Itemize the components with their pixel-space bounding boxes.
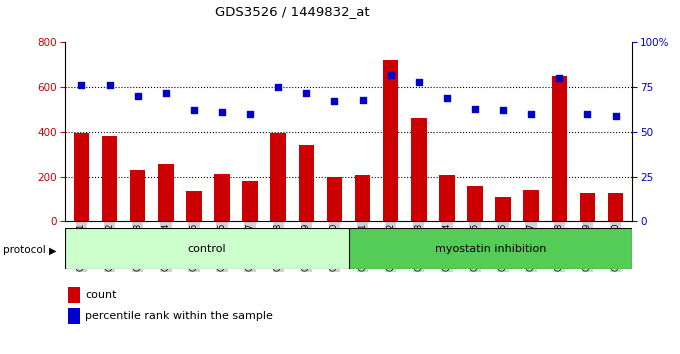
Bar	[355, 175, 371, 221]
Bar	[242, 181, 258, 221]
Point	[329, 99, 340, 104]
Point	[104, 82, 115, 88]
Bar	[271, 133, 286, 221]
Bar	[102, 136, 118, 221]
Point	[554, 75, 565, 81]
Point	[188, 108, 199, 113]
Point	[526, 111, 537, 117]
Bar	[467, 186, 483, 221]
Bar	[439, 175, 455, 221]
Text: GDS3526 / 1449832_at: GDS3526 / 1449832_at	[215, 5, 370, 18]
Point	[386, 72, 396, 78]
Text: count: count	[85, 290, 116, 299]
Bar	[608, 193, 624, 221]
Text: ▶: ▶	[49, 245, 56, 255]
Bar	[579, 193, 595, 221]
Point	[76, 82, 87, 88]
Text: protocol: protocol	[3, 245, 46, 255]
Bar	[65, 228, 348, 269]
Point	[413, 79, 424, 85]
Text: myostatin inhibition: myostatin inhibition	[435, 244, 546, 254]
Point	[273, 84, 284, 90]
Point	[498, 108, 509, 113]
Point	[470, 106, 481, 112]
Point	[160, 90, 171, 95]
Text: control: control	[187, 244, 226, 254]
Bar	[383, 61, 398, 221]
Bar	[411, 119, 426, 221]
Point	[582, 111, 593, 117]
Point	[610, 113, 621, 119]
Bar	[524, 190, 539, 221]
Bar	[186, 191, 202, 221]
Bar	[158, 164, 173, 221]
Point	[301, 90, 311, 95]
Bar	[551, 76, 567, 221]
Point	[216, 109, 227, 115]
Point	[357, 97, 368, 103]
Bar	[326, 177, 342, 221]
Bar	[73, 133, 89, 221]
Point	[245, 111, 256, 117]
Text: percentile rank within the sample: percentile rank within the sample	[85, 311, 273, 321]
Point	[441, 95, 452, 101]
Bar	[214, 174, 230, 221]
Bar	[495, 197, 511, 221]
Bar	[299, 145, 314, 221]
Point	[132, 93, 143, 99]
Bar	[348, 228, 632, 269]
Bar	[130, 170, 146, 221]
